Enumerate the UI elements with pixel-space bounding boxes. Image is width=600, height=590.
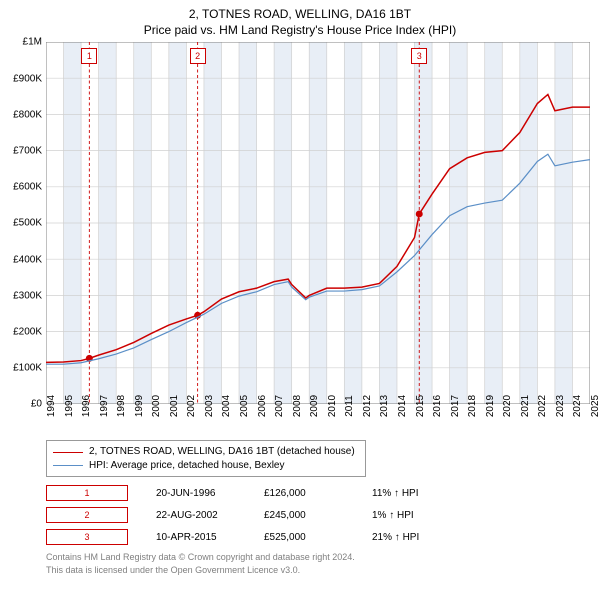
y-tick-label: £0 — [31, 399, 46, 410]
x-tick-label: 2023 — [555, 395, 566, 417]
event-number-box: 3 — [46, 529, 128, 545]
event-delta: 1% ↑ HPI — [372, 510, 452, 521]
x-tick-label: 2006 — [257, 395, 268, 417]
event-date: 20-JUN-1996 — [156, 488, 236, 499]
x-tick-label: 2021 — [520, 395, 531, 417]
y-tick-label: £700K — [13, 145, 46, 156]
event-delta: 21% ↑ HPI — [372, 532, 452, 543]
x-tick-label: 2022 — [537, 395, 548, 417]
x-tick-label: 1994 — [46, 395, 57, 417]
footnote-line-1: Contains HM Land Registry data © Crown c… — [46, 551, 600, 563]
x-tick-label: 2017 — [450, 395, 461, 417]
event-price: £245,000 — [264, 510, 344, 521]
x-tick-label: 2004 — [221, 395, 232, 417]
event-row: 2 22-AUG-2002 £245,000 1% ↑ HPI — [46, 507, 600, 523]
event-date: 10-APR-2015 — [156, 532, 236, 543]
x-tick-label: 2012 — [362, 395, 373, 417]
title-line-1: 2, TOTNES ROAD, WELLING, DA16 1BT — [0, 6, 600, 22]
events-table: 1 20-JUN-1996 £126,000 11% ↑ HPI 2 22-AU… — [46, 485, 600, 545]
x-tick-label: 1997 — [99, 395, 110, 417]
y-tick-label: £600K — [13, 182, 46, 193]
event-number-box: 1 — [46, 485, 128, 501]
legend: 2, TOTNES ROAD, WELLING, DA16 1BT (detac… — [46, 440, 366, 477]
x-tick-label: 1998 — [116, 395, 127, 417]
x-tick-label: 1995 — [64, 395, 75, 417]
x-tick-label: 1999 — [134, 395, 145, 417]
x-tick-label: 2000 — [151, 395, 162, 417]
y-tick-label: £400K — [13, 254, 46, 265]
x-tick-label: 2013 — [379, 395, 390, 417]
x-tick-label: 2025 — [590, 395, 600, 417]
x-tick-label: 2010 — [327, 395, 338, 417]
x-tick-label: 2019 — [485, 395, 496, 417]
event-price: £525,000 — [264, 532, 344, 543]
y-tick-label: £500K — [13, 218, 46, 229]
x-tick-label: 2020 — [502, 395, 513, 417]
x-tick-label: 2016 — [432, 395, 443, 417]
footnote-line-2: This data is licensed under the Open Gov… — [46, 564, 600, 576]
event-delta: 11% ↑ HPI — [372, 488, 452, 499]
footnote: Contains HM Land Registry data © Crown c… — [46, 551, 600, 575]
y-tick-label: £900K — [13, 73, 46, 84]
x-tick-label: 1996 — [81, 395, 92, 417]
legend-label: 2, TOTNES ROAD, WELLING, DA16 1BT (detac… — [89, 445, 355, 459]
chart-container: 2, TOTNES ROAD, WELLING, DA16 1BT Price … — [0, 0, 600, 590]
chart-plot: £0£100K£200K£300K£400K£500K£600K£700K£80… — [46, 42, 590, 404]
event-marker-box: 3 — [411, 48, 427, 64]
title-line-2: Price paid vs. HM Land Registry's House … — [0, 22, 600, 38]
event-marker-box: 1 — [81, 48, 97, 64]
x-tick-label: 2002 — [186, 395, 197, 417]
x-tick-label: 2018 — [467, 395, 478, 417]
event-price: £126,000 — [264, 488, 344, 499]
event-date: 22-AUG-2002 — [156, 510, 236, 521]
legend-label: HPI: Average price, detached house, Bexl… — [89, 459, 285, 473]
x-tick-label: 2005 — [239, 395, 250, 417]
y-tick-label: £300K — [13, 290, 46, 301]
x-tick-label: 2024 — [572, 395, 583, 417]
event-row: 1 20-JUN-1996 £126,000 11% ↑ HPI — [46, 485, 600, 501]
legend-swatch — [53, 452, 83, 453]
x-tick-label: 2003 — [204, 395, 215, 417]
x-tick-label: 2015 — [415, 395, 426, 417]
legend-swatch — [53, 465, 83, 466]
x-axis-labels: 1994199519961997199819992000200120022003… — [46, 404, 590, 438]
event-number-box: 2 — [46, 507, 128, 523]
x-tick-label: 2001 — [169, 395, 180, 417]
y-tick-label: £200K — [13, 326, 46, 337]
y-tick-label: £100K — [13, 363, 46, 374]
y-tick-label: £800K — [13, 109, 46, 120]
chart-title: 2, TOTNES ROAD, WELLING, DA16 1BT Price … — [0, 0, 600, 38]
x-tick-label: 2008 — [292, 395, 303, 417]
x-tick-label: 2007 — [274, 395, 285, 417]
event-row: 3 10-APR-2015 £525,000 21% ↑ HPI — [46, 529, 600, 545]
x-tick-label: 2014 — [397, 395, 408, 417]
x-tick-label: 2011 — [344, 396, 355, 418]
legend-row: HPI: Average price, detached house, Bexl… — [53, 459, 355, 473]
plot-svg — [46, 42, 590, 404]
event-marker-box: 2 — [190, 48, 206, 64]
x-tick-label: 2009 — [309, 395, 320, 417]
y-tick-label: £1M — [23, 37, 46, 48]
legend-row: 2, TOTNES ROAD, WELLING, DA16 1BT (detac… — [53, 445, 355, 459]
